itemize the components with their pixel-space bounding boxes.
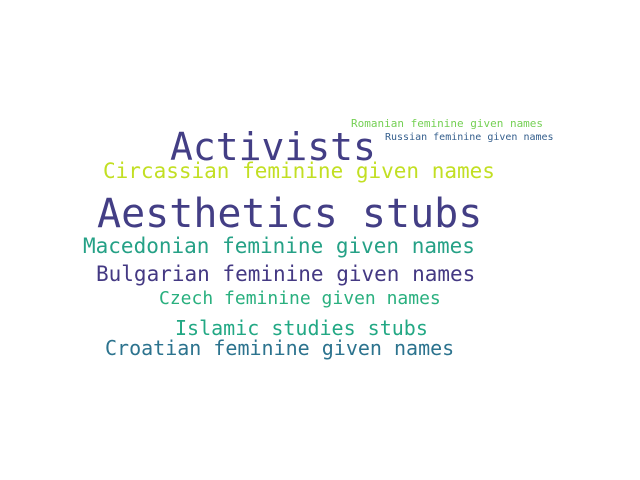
word-macedonian-feminine-given-names: Macedonian feminine given names	[83, 234, 475, 258]
word-croatian-feminine-given-names: Croatian feminine given names	[105, 336, 455, 360]
word-czech-feminine-given-names: Czech feminine given names	[159, 288, 441, 309]
word-russian-feminine-given-names: Russian feminine given names	[385, 132, 554, 143]
word-activists: Activists	[170, 125, 376, 169]
word-circassian-feminine-given-names: Circassian feminine given names	[103, 159, 495, 183]
word-romanian-feminine-given-names: Romanian feminine given names	[351, 117, 544, 130]
word-bulgarian-feminine-given-names: Bulgarian feminine given names	[96, 262, 476, 286]
word-islamic-studies-stubs: Islamic studies stubs	[175, 316, 428, 340]
word-aesthetics-stubs: Aesthetics stubs	[97, 191, 483, 237]
